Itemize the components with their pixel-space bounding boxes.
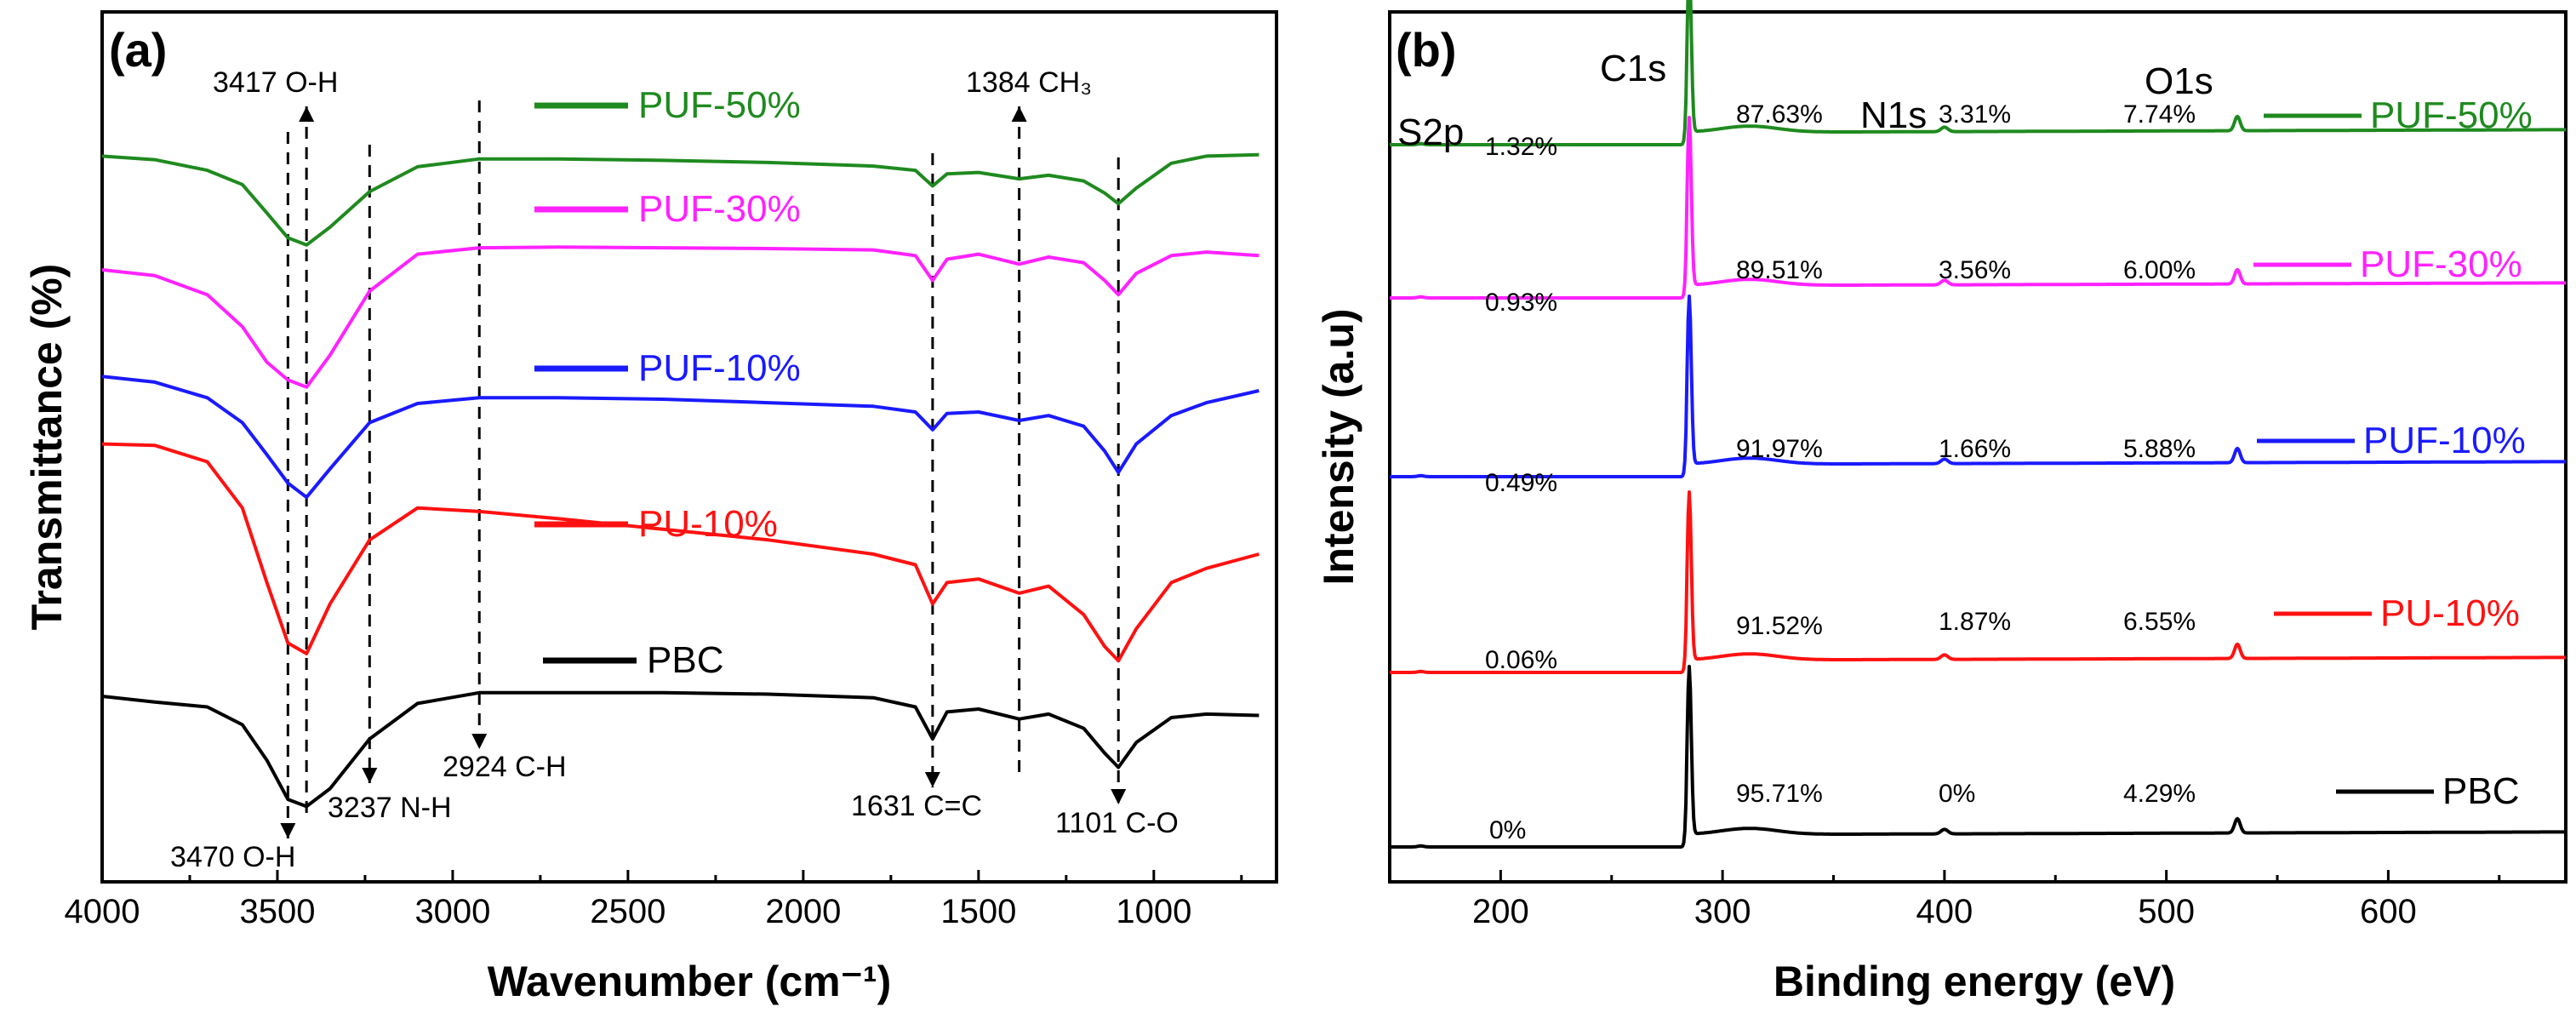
panel-b-x-ticks: 200 300 400 500 600 bbox=[1472, 870, 2501, 930]
series-line-pu-10 bbox=[101, 442, 1259, 663]
pct-o-puf-10: 5.88% bbox=[2123, 435, 2196, 463]
panel-b-series bbox=[1389, 0, 2567, 849]
legend-label-puf-50: PUF-50% bbox=[638, 84, 801, 126]
series-line-pbc bbox=[1389, 665, 2567, 849]
pct-s-puf-50: 1.32% bbox=[1485, 133, 1557, 161]
series-line-puf-50 bbox=[101, 152, 1259, 247]
series-line-puf-30 bbox=[1389, 116, 2567, 300]
pct-n-puf-30: 3.56% bbox=[1939, 256, 2011, 284]
x-tick-label-4000: 4000 bbox=[65, 893, 140, 930]
x-tick-label-3000: 3000 bbox=[414, 893, 490, 930]
annotation-arrow-2924 bbox=[471, 734, 488, 749]
pct-o-pbc: 4.29% bbox=[2123, 780, 2196, 808]
panel-a-annotations: 3417 O-H 3470 O-H 3237 N-H 2924 C-H 1631 C=C… bbox=[170, 66, 1179, 873]
x-tick-label-2500: 2500 bbox=[590, 893, 665, 930]
legend-label-pu-10: PU-10% bbox=[2380, 592, 2520, 634]
pct-s-pbc: 0% bbox=[1489, 816, 1526, 844]
legend-label-puf-10: PUF-10% bbox=[638, 347, 801, 389]
peak-label-s2p: S2p bbox=[1397, 112, 1464, 153]
peak-label-n1s: N1s bbox=[1860, 94, 1927, 136]
x-tick-label-3500: 3500 bbox=[239, 893, 315, 930]
pct-s-puf-10: 0.49% bbox=[1485, 469, 1557, 497]
legend-label-puf-30: PUF-30% bbox=[2360, 243, 2522, 285]
annotation-label-3470: 3470 O-H bbox=[170, 841, 295, 873]
panel-b-xps-chart: (b) 200 300 400 500 600 PUF-50% PUF-30% PUF-10… bbox=[1315, 0, 2567, 1005]
x-tick-label-600: 600 bbox=[2360, 893, 2417, 930]
panel-a-x-ticks: 4000 3500 3000 2500 2000 1500 1000 bbox=[65, 870, 1243, 930]
pct-o-puf-30: 6.00% bbox=[2123, 256, 2196, 284]
panel-a-y-axis-label: Transmittance (%) bbox=[23, 264, 71, 631]
pct-s-pu-10: 0.06% bbox=[1485, 646, 1557, 674]
annotation-label-2924: 2924 C-H bbox=[443, 751, 567, 783]
pct-n-puf-10: 1.66% bbox=[1939, 435, 2011, 463]
x-tick-label-400: 400 bbox=[1916, 893, 1973, 930]
panel-b-plot-frame bbox=[1388, 10, 2567, 884]
legend-label-pbc: PBC bbox=[2442, 770, 2519, 812]
pct-s-puf-30: 0.93% bbox=[1485, 289, 1557, 317]
panel-a-ftir-chart: (a) 4000 3500 3000 2500 2000 1500 1000 PUF-50%… bbox=[23, 10, 1278, 1005]
legend-label-puf-30: PUF-30% bbox=[638, 188, 801, 230]
x-tick-label-500: 500 bbox=[2138, 893, 2195, 930]
annotation-label-1384: 1384 CH₃ bbox=[966, 66, 1092, 99]
series-line-puf-50 bbox=[1389, 0, 2567, 146]
series-line-pbc bbox=[101, 690, 1259, 809]
pct-c-puf-10: 91.97% bbox=[1736, 435, 1823, 463]
annotation-arrow-3470 bbox=[280, 823, 296, 838]
pct-o-puf-50: 7.74% bbox=[2123, 100, 2196, 129]
x-tick-label-2000: 2000 bbox=[765, 893, 841, 930]
legend-label-pbc: PBC bbox=[647, 639, 723, 681]
series-line-puf-10 bbox=[1389, 295, 2567, 478]
annotation-arrow-1101 bbox=[1111, 789, 1127, 804]
annotation-arrow-1631 bbox=[924, 772, 940, 787]
panel-b-label: (b) bbox=[1396, 23, 1457, 77]
panel-a-plot-frame bbox=[100, 10, 1278, 884]
panel-b-composition-labels: 1.32% 87.63% 3.31% 7.74% 0.93% 89.51% 3.56% 6.0… bbox=[1485, 100, 2196, 844]
legend-label-puf-10: PUF-10% bbox=[2363, 420, 2526, 461]
peak-label-c1s: C1s bbox=[1600, 48, 1666, 89]
annotation-arrow-3417 bbox=[299, 106, 315, 122]
panel-b-peak-labels: S2p C1s N1s O1s bbox=[1397, 48, 2213, 153]
annotation-label-1101: 1101 C-O bbox=[1055, 807, 1179, 839]
panel-b-y-axis-label: Intensity (a.u) bbox=[1315, 308, 1362, 585]
panel-a-legend: PUF-50% PUF-30% PUF-10% PU-10% PBC bbox=[534, 84, 801, 681]
annotation-label-3237: 3237 N-H bbox=[328, 792, 452, 824]
pct-c-puf-50: 87.63% bbox=[1736, 100, 1823, 129]
annotation-arrow-3237 bbox=[362, 768, 378, 783]
panel-a-series bbox=[101, 152, 1259, 809]
pct-n-pu-10: 1.87% bbox=[1939, 608, 2011, 636]
pct-c-puf-30: 89.51% bbox=[1736, 256, 1823, 284]
pct-c-pu-10: 91.52% bbox=[1736, 612, 1823, 640]
x-tick-label-300: 300 bbox=[1694, 893, 1751, 930]
annotation-label-3417: 3417 O-H bbox=[213, 66, 338, 99]
pct-o-pu-10: 6.55% bbox=[2123, 608, 2196, 636]
pct-c-pbc: 95.71% bbox=[1736, 780, 1823, 808]
panel-b-x-axis-label: Binding energy (eV) bbox=[1773, 958, 2175, 1005]
series-line-puf-30 bbox=[101, 245, 1259, 389]
series-line-pu-10 bbox=[1389, 490, 2567, 674]
x-tick-label-200: 200 bbox=[1472, 893, 1529, 930]
panel-a-label: (a) bbox=[109, 23, 167, 77]
annotation-label-1631: 1631 C=C bbox=[851, 790, 982, 822]
panel-b-legend: PUF-50% PUF-30% PUF-10% PU-10% PBC bbox=[2253, 94, 2533, 812]
legend-label-puf-50: PUF-50% bbox=[2370, 94, 2533, 136]
pct-n-puf-50: 3.31% bbox=[1939, 100, 2011, 129]
x-tick-label-1500: 1500 bbox=[940, 893, 1016, 930]
peak-label-o1s: O1s bbox=[2145, 60, 2213, 102]
series-line-puf-10 bbox=[101, 375, 1259, 500]
pct-n-pbc: 0% bbox=[1939, 780, 1975, 808]
panel-a-x-axis-label: Wavenumber (cm⁻¹) bbox=[488, 958, 892, 1005]
x-tick-label-1000: 1000 bbox=[1116, 893, 1191, 930]
annotation-arrow-1384 bbox=[1011, 106, 1027, 122]
legend-label-pu-10: PU-10% bbox=[638, 503, 778, 545]
